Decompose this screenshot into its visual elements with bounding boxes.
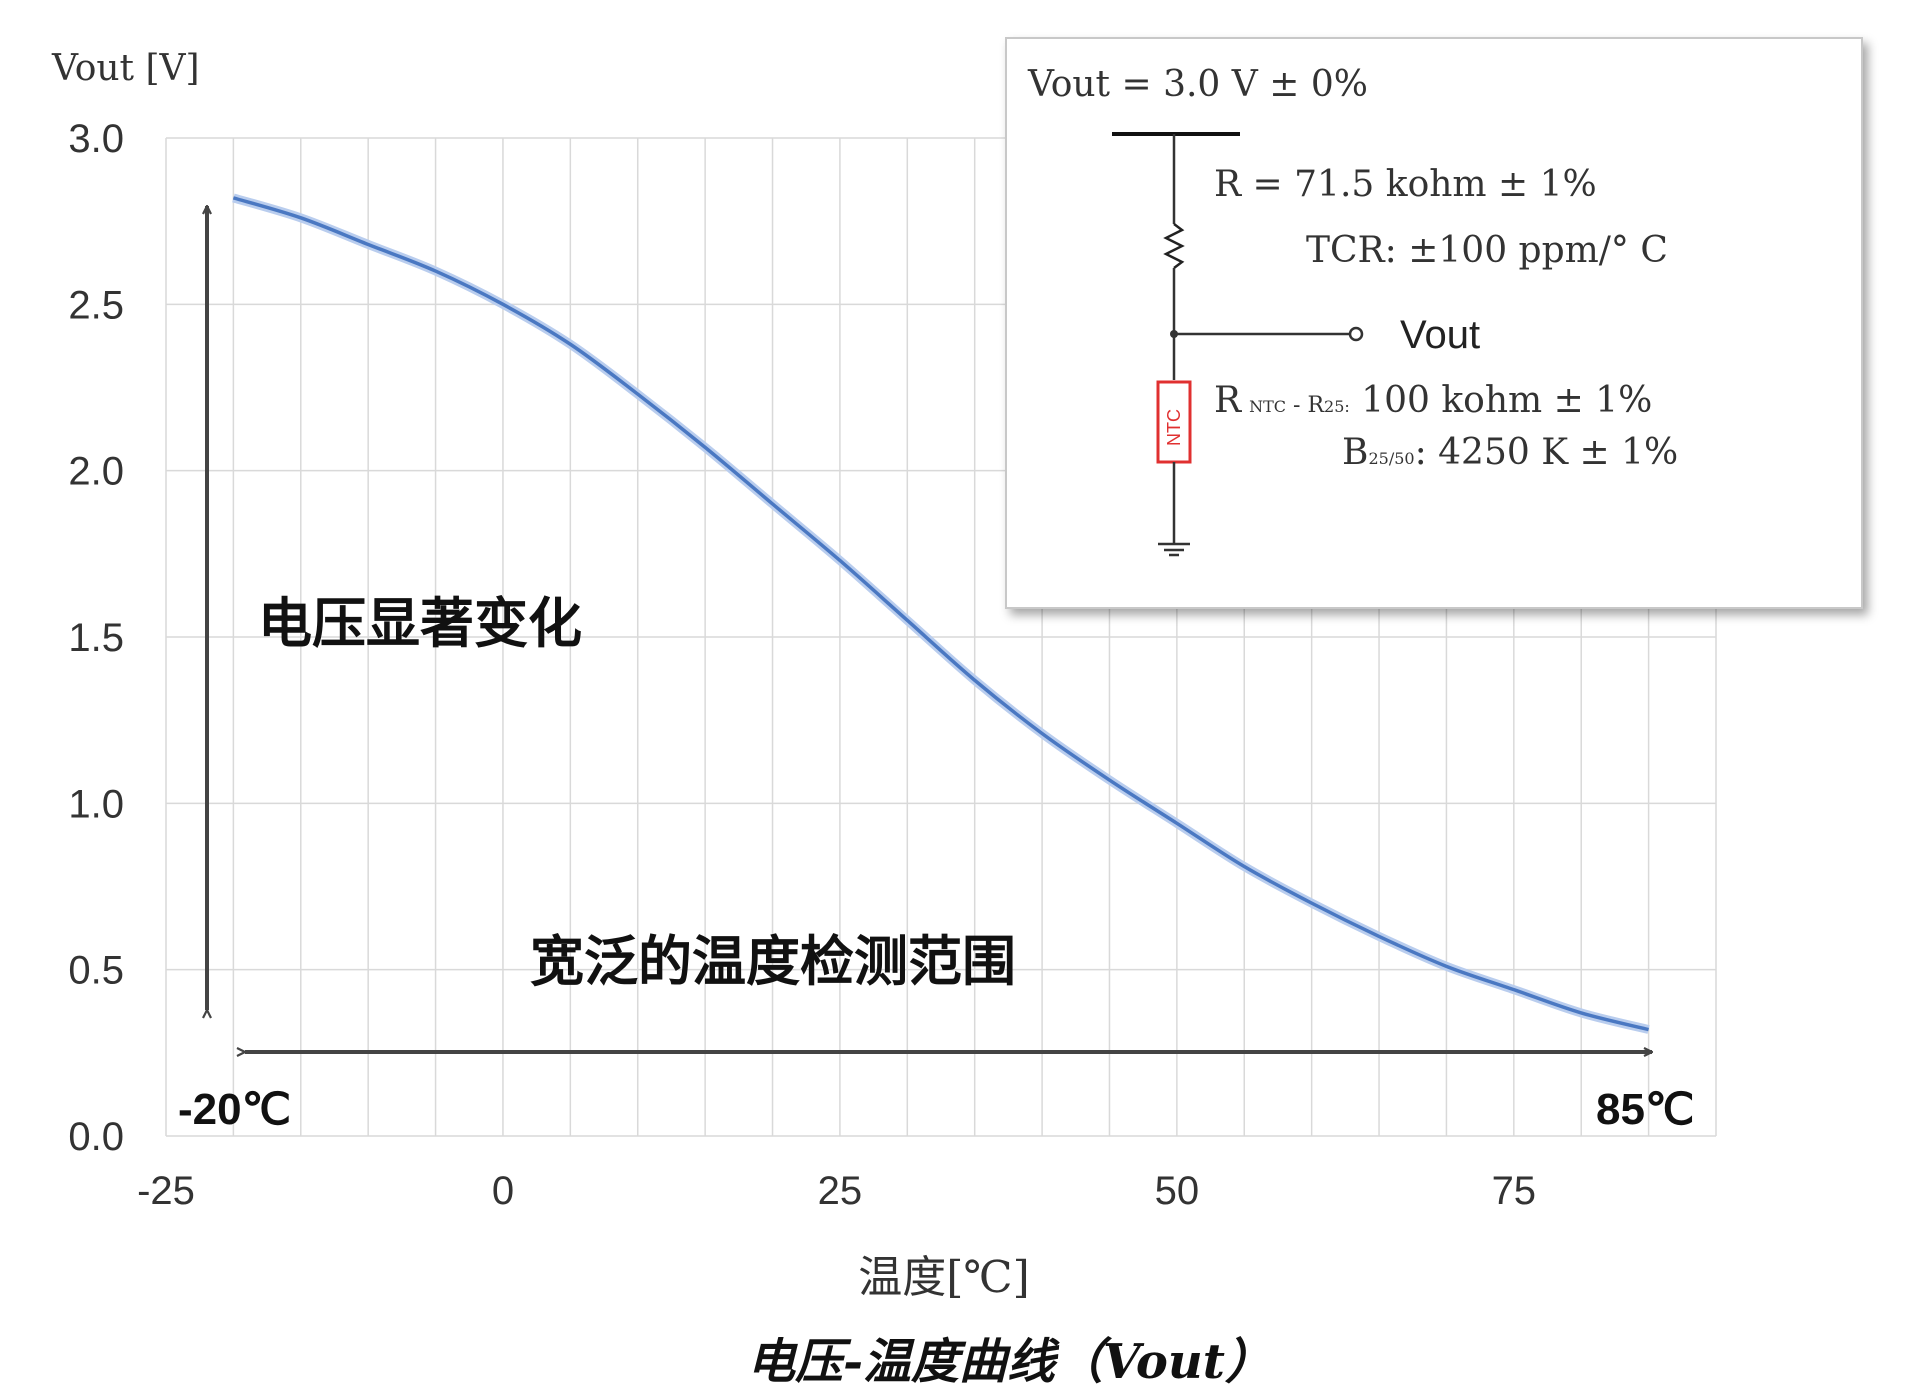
annotation-right-end: 85℃ [1596, 1085, 1694, 1134]
output-terminal [1348, 326, 1364, 342]
resistor-symbol [1163, 223, 1185, 269]
x-tick-labels: -25 0 25 50 75 [137, 1169, 1536, 1213]
series-vout [232, 193, 1650, 1034]
x-tick-label: 50 [1155, 1169, 1200, 1213]
inset-ntc-spec: R NTC - R25: 100 kohm ± 1% [1214, 380, 1652, 421]
y-tick-labels: 0.0 0.5 1.0 1.5 2.0 2.5 3.0 [68, 117, 124, 1159]
y-tick-label: 2.0 [68, 450, 124, 494]
y-tick-label: 0.0 [68, 1115, 124, 1159]
inset-supply-voltage: Vout = 3.0 V ± 0% [1027, 64, 1368, 105]
ntc-thermistor [1156, 380, 1192, 464]
inset-output-label: Vout [1400, 313, 1480, 357]
y-tick-label: 0.5 [68, 949, 124, 993]
inset-r-value: R = 71.5 kohm ± 1% [1214, 164, 1597, 205]
x-tick-label: 75 [1492, 1169, 1537, 1213]
annotation-voltage-change: 电压显著变化 [258, 592, 582, 655]
inset-b-constant: B25/50: 4250 K ± 1% [1342, 432, 1678, 473]
y-tick-label: 3.0 [68, 117, 124, 161]
annotation-temperature-range: 宽泛的温度检测范围 [530, 930, 1016, 993]
ntc-tag: NTC [1164, 409, 1184, 446]
x-axis-label: 温度[℃] [858, 1252, 1030, 1303]
chart-title: 电压-温度曲线（Vout） [747, 1334, 1273, 1390]
annotation-left-end: -20℃ [178, 1085, 291, 1134]
x-tick-label: 25 [818, 1169, 863, 1213]
circuit-inset: Vout = 3.0 V ± 0% R = 71.5 kohm ± 1% TCR… [1005, 37, 1863, 609]
inset-tcr: TCR: ±100 ppm/° C [1306, 230, 1668, 271]
x-tick-label: -25 [137, 1169, 195, 1213]
series-line [232, 196, 1650, 1032]
y-tick-label: 1.5 [68, 616, 124, 660]
y-tick-label: 1.0 [68, 782, 124, 826]
x-tick-label: 0 [492, 1169, 514, 1213]
y-axis-label: Vout [V] [51, 48, 200, 89]
y-tick-label: 2.5 [68, 283, 124, 327]
